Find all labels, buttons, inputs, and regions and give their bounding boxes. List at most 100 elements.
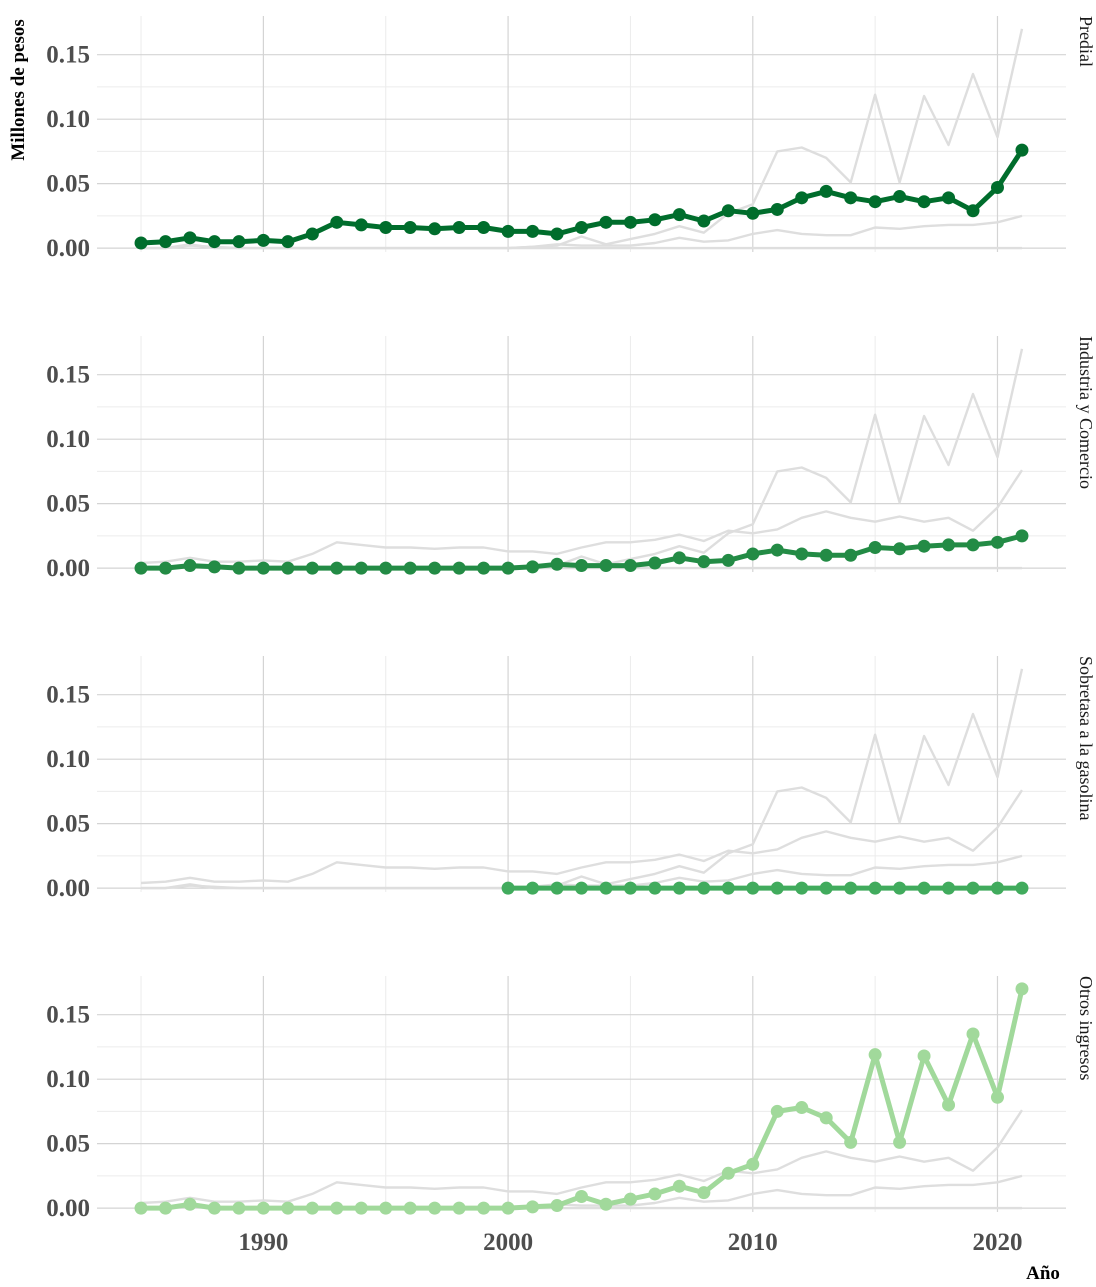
data-point <box>452 1201 466 1215</box>
y-tick-label: 0.00 <box>46 555 90 582</box>
data-point <box>966 881 980 895</box>
data-point <box>477 220 491 234</box>
data-point <box>746 1157 760 1171</box>
y-tick-label: 0.10 <box>46 1066 90 1093</box>
data-point <box>990 535 1004 549</box>
data-point <box>770 202 784 216</box>
data-point <box>526 1200 540 1214</box>
data-point <box>795 881 809 895</box>
data-point <box>403 561 417 575</box>
data-point <box>256 233 270 247</box>
data-point <box>868 881 882 895</box>
data-point <box>648 213 662 227</box>
data-point <box>256 1201 270 1215</box>
data-point <box>1015 143 1029 157</box>
data-point <box>477 1201 491 1215</box>
data-point <box>795 1101 809 1115</box>
data-point <box>501 881 515 895</box>
data-point <box>721 204 735 218</box>
series-3 <box>501 881 1029 895</box>
data-point <box>501 1201 515 1215</box>
data-point <box>623 215 637 229</box>
data-point <box>893 1135 907 1149</box>
series-2 <box>134 529 1029 575</box>
major-gridlines <box>97 976 1066 1212</box>
data-point <box>672 881 686 895</box>
data-point <box>893 881 907 895</box>
data-point <box>942 881 956 895</box>
x-tick-label: 2020 <box>972 1229 1022 1256</box>
y-tick-label: 0.15 <box>46 42 90 69</box>
data-point <box>477 561 491 575</box>
major-gridlines <box>97 16 1066 252</box>
data-point <box>770 543 784 557</box>
y-tick-label: 0.10 <box>46 426 90 453</box>
data-point <box>501 224 515 238</box>
data-point <box>1015 982 1029 996</box>
data-point <box>672 1179 686 1193</box>
data-point <box>721 553 735 567</box>
data-point <box>330 215 344 229</box>
data-point <box>403 1201 417 1215</box>
data-point <box>844 548 858 562</box>
data-point <box>550 557 564 571</box>
facet-label: Industria y Comercio <box>1076 336 1096 489</box>
data-point <box>550 227 564 241</box>
data-point <box>942 538 956 552</box>
y-axis: 0.00 0.05 0.10 0.15 <box>46 1002 90 1222</box>
data-point <box>746 881 760 895</box>
data-point <box>648 556 662 570</box>
minor-gridlines <box>97 656 1066 892</box>
data-point <box>232 561 246 575</box>
data-point <box>550 881 564 895</box>
facet-label: Otros ingresos <box>1076 976 1096 1081</box>
data-point <box>966 538 980 552</box>
data-point <box>501 561 515 575</box>
series-4 <box>134 982 1029 1215</box>
y-tick-label: 0.15 <box>46 362 90 389</box>
data-point <box>330 561 344 575</box>
x-tick-label: 2010 <box>728 1229 778 1256</box>
data-point <box>207 560 221 574</box>
data-point <box>1015 881 1029 895</box>
data-point <box>770 881 784 895</box>
data-point <box>281 235 295 249</box>
y-tick-label: 0.05 <box>46 1131 90 1158</box>
data-point <box>134 1201 148 1215</box>
data-point <box>256 561 270 575</box>
data-point <box>966 204 980 218</box>
data-point <box>721 881 735 895</box>
data-point <box>305 1201 319 1215</box>
data-point <box>672 551 686 565</box>
data-point <box>746 206 760 220</box>
data-point <box>207 235 221 249</box>
data-point <box>697 214 711 228</box>
y-tick-label: 0.05 <box>46 171 90 198</box>
panel-4: 0.00 0.05 0.10 0.15 Otros ingresos 1990 2000 20… <box>46 976 1096 1256</box>
data-point <box>550 1199 564 1213</box>
data-point <box>379 220 393 234</box>
data-point <box>844 191 858 205</box>
panel-2: 0.00 0.05 0.10 0.15 Industria y Comercio <box>46 336 1096 582</box>
data-point <box>526 560 540 574</box>
data-point <box>183 231 197 245</box>
minor-gridlines <box>97 976 1066 1212</box>
data-point <box>281 1201 295 1215</box>
data-point <box>990 881 1004 895</box>
data-point <box>844 881 858 895</box>
data-point <box>746 547 760 561</box>
data-point <box>354 561 368 575</box>
minor-gridlines <box>97 16 1066 252</box>
data-point <box>134 561 148 575</box>
data-point <box>819 1111 833 1125</box>
data-point <box>232 235 246 249</box>
context-lines <box>140 348 1024 570</box>
data-point <box>819 184 833 198</box>
y-axis: 0.00 0.05 0.10 0.15 <box>46 682 90 902</box>
data-point <box>868 1048 882 1062</box>
data-point <box>893 190 907 204</box>
data-point <box>721 1166 735 1180</box>
major-gridlines <box>97 336 1066 572</box>
data-point <box>697 555 711 569</box>
y-tick-label: 0.05 <box>46 811 90 838</box>
